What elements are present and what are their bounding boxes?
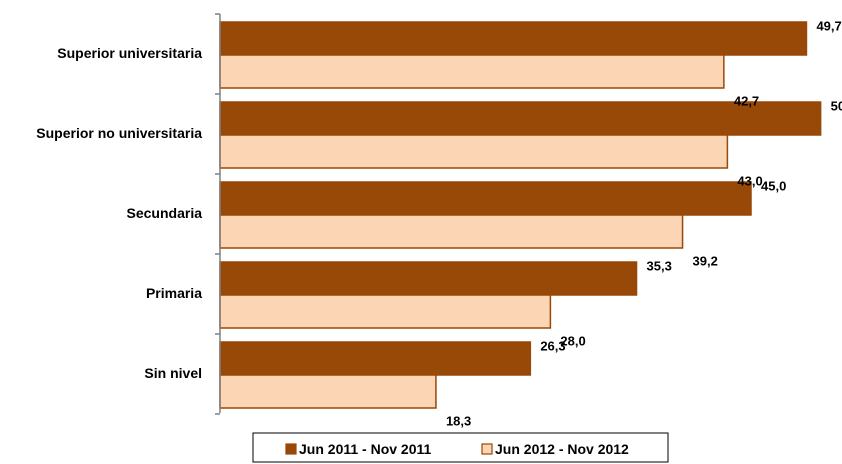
bars <box>219 21 822 409</box>
bar-series2-sin-nivel <box>219 374 437 409</box>
category-label-superior-universitaria: Superior universitaria <box>57 45 202 61</box>
category-label-superior-no-universitaria: Superior no universitaria <box>36 125 202 141</box>
legend-label-series1: Jun 2011 - Nov 2011 <box>299 441 432 457</box>
bar-series1-primaria <box>219 261 638 296</box>
category-label-secundaria: Secundaria <box>127 205 203 221</box>
value-label-series1-primaria: 35,3 <box>647 258 672 273</box>
bar-series1-sin-nivel <box>219 341 532 376</box>
bar-series1-superior-no-universitaria <box>219 101 822 136</box>
bar-series2-superior-universitaria <box>219 54 725 89</box>
value-label-series1-superior-universitaria: 49,7 <box>816 18 841 33</box>
bar-series1-superior-universitaria <box>219 21 808 56</box>
category-label-sin-nivel: Sin nivel <box>144 365 202 381</box>
legend-swatch-series1 <box>285 443 297 455</box>
value-label-series1-sin-nivel: 26,3 <box>540 338 565 353</box>
bar-series2-primaria <box>219 294 552 329</box>
value-label-series2-secundaria: 39,2 <box>693 253 718 268</box>
legend-box <box>252 432 669 463</box>
bar-series1-secundaria <box>219 181 752 216</box>
value-label-series2-superior-no-universitaria: 43,0 <box>737 173 762 188</box>
legend-swatch-series2 <box>481 443 493 455</box>
value-labels: 49,7 42,7 50,9 43,045,0 39,2 35,3 28,026,3 18,3 <box>446 18 842 428</box>
value-label-series2-superior-universitaria: 42,7 <box>734 93 759 108</box>
y-axis-ticks <box>215 13 220 415</box>
value-label-series1-secundaria: 45,0 <box>761 178 786 193</box>
category-labels: Superior universitaria Superior no univer… <box>36 45 202 381</box>
legend: Jun 2011 - Nov 2011 Jun 2012 - Nov 2012 <box>252 432 669 463</box>
bar-series2-secundaria <box>219 214 684 249</box>
value-label-series2-sin-nivel: 18,3 <box>446 413 471 428</box>
category-label-primaria: Primaria <box>146 285 202 301</box>
value-label-series1-superior-no-universitaria: 50,9 <box>831 98 842 113</box>
bar-series2-superior-no-universitaria <box>219 134 729 169</box>
value-label-series2-primaria: 28,0 <box>560 333 585 348</box>
legend-label-series2: Jun 2012 - Nov 2012 <box>495 441 629 457</box>
